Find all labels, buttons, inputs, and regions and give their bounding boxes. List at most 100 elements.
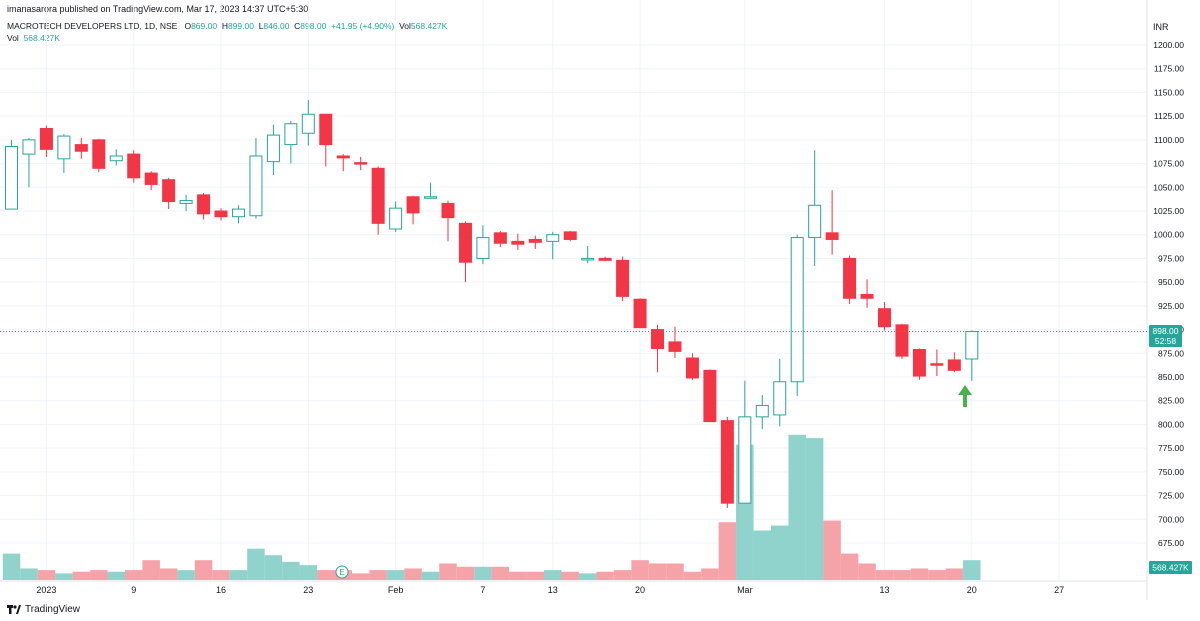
symbol-name[interactable]: MACROTECH DEVELOPERS LTD, 1D, NSE [7,21,178,31]
price-badge: 898.00 52:58 [1149,325,1182,347]
volume-bar [526,571,545,580]
candle-body [197,194,211,215]
price-tick-label: 1075.00 [1153,159,1184,169]
candle-body [266,134,280,163]
low-label: L [258,21,264,31]
price-tick-label: 825.00 [1158,396,1184,406]
open-value: 869.00 [191,21,218,31]
close-value: 898.00 [300,21,327,31]
volume-bar [55,573,73,580]
candle-body [720,420,734,504]
volume-bar [456,566,475,580]
volume-bar [439,563,457,580]
candle-body [354,162,368,165]
volume-bar [194,560,213,580]
candle-body [493,232,507,244]
volume-bar [124,570,143,580]
candle-body [668,341,682,352]
candle-body [441,202,455,219]
footer-brand[interactable]: TradingView [7,604,80,615]
volume-bar [701,568,719,580]
price-tick-label: 1025.00 [1153,206,1184,216]
candle-body [144,172,158,185]
volume-bar [945,568,964,580]
candle-body [319,113,333,146]
close-label: C [294,21,301,31]
candle-body [703,369,717,423]
time-tick-label: Mar [737,585,753,595]
earnings-letter: E [339,568,344,577]
price-tick-label: 1050.00 [1153,182,1184,192]
volume-bar [753,530,772,580]
volume-bar [142,560,160,580]
volume-bar [718,522,737,580]
candle-body [546,234,560,242]
candle-body [738,416,752,504]
volume-bar [805,438,824,580]
volume-bar [72,571,91,580]
candle-body [57,135,71,160]
volume-bar [910,568,929,580]
time-axis-labels: 2023 9 16 23 Feb 7 13 20 Mar 13 20 27 [36,585,1064,595]
price-tick-label: 800.00 [1158,419,1184,429]
volume-bar [823,520,841,580]
volume-bar [404,568,422,580]
candle-body [284,123,298,146]
volume-bar [2,553,21,580]
price-tick-label: 950.00 [1158,277,1184,287]
volume-bar [561,571,579,580]
candle-body [581,257,595,261]
price-tick-label: 1175.00 [1154,64,1184,74]
volume-bar [544,570,562,580]
volume-bar [212,570,230,580]
volume-badge: 568.427K [1149,561,1192,574]
price-tick-label: 875.00 [1158,348,1184,358]
candle-body [406,196,420,214]
candle-body [773,381,787,416]
currency-label: INR [1153,22,1169,32]
price-tick-label: 1150.00 [1154,87,1184,97]
candle-body [616,259,630,297]
price-tick-label: 850.00 [1158,372,1184,382]
candle-body [231,208,245,218]
volume-bar [264,555,283,580]
candle-body [476,237,490,259]
volume-bar [858,563,876,580]
volume-bars [2,434,981,580]
candle-body [424,196,438,199]
volume-bar [247,548,265,580]
candle-body [389,207,403,230]
volume-bar [282,561,300,580]
price-tick-label: 750.00 [1158,467,1184,477]
volume-bar [928,570,946,580]
price-tick-label: 775.00 [1158,443,1184,453]
volume-bar [666,563,684,580]
time-tick-label: 13 [548,585,558,595]
volume-bar [369,570,387,580]
earnings-marker[interactable]: E [335,565,349,579]
publisher-line: imanasarora published on TradingView.com… [7,4,309,14]
volume-bar [788,434,806,580]
volume-bar [351,573,370,580]
volume-bar [963,560,981,580]
low-value: 846.00 [263,21,290,31]
candle-body [685,357,699,379]
vol-value: 568.427K [410,21,448,31]
candle-body [179,200,193,204]
candle-body [651,329,665,350]
time-tick-label: 7 [480,585,485,595]
volume-row-label[interactable]: Vol [7,33,19,43]
candle-body [755,404,769,418]
volume-bar [893,570,911,580]
candle-body [878,308,891,328]
symbol-legend: MACROTECH DEVELOPERS LTD, 1D, NSE O869.0… [7,21,447,31]
candle-body [5,145,18,210]
vol-label: Vol [399,21,411,31]
time-tick-label: 2023 [36,585,56,595]
candle-body [249,155,263,217]
candle-body [39,127,53,150]
price-tick-label: 1100.00 [1154,135,1184,145]
grid-lines [0,0,1147,581]
candle-body [458,222,472,263]
